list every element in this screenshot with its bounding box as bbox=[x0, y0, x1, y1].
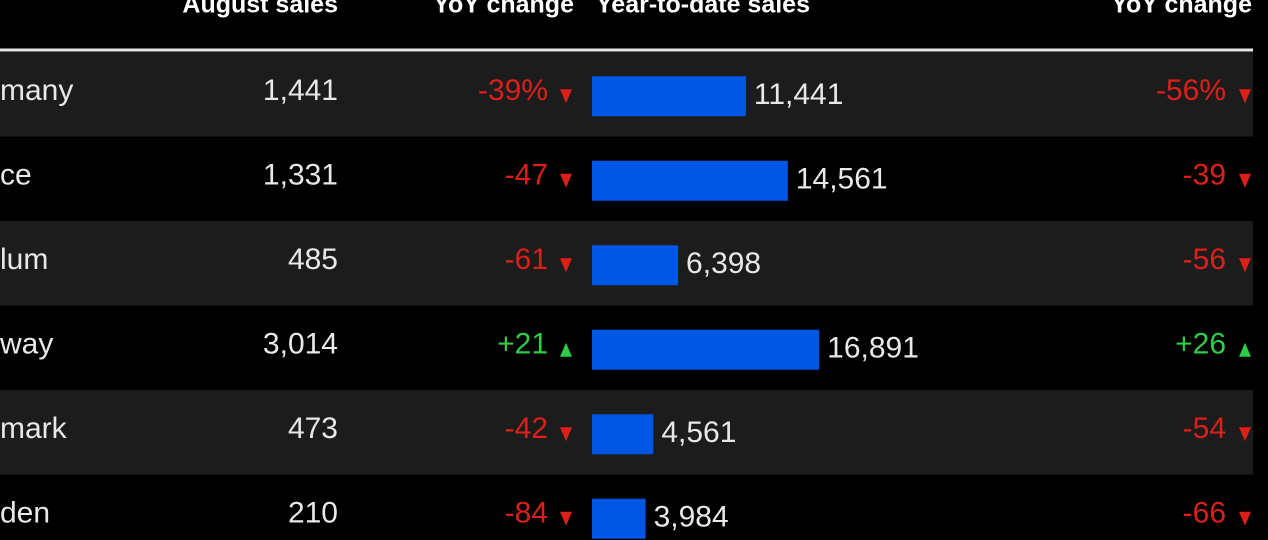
down-arrow bbox=[560, 511, 572, 526]
column-header: YoY change bbox=[433, 0, 574, 19]
yoy-change-ytd: -54 bbox=[1183, 412, 1226, 445]
august-sales: 1,441 bbox=[263, 74, 338, 107]
down-arrow bbox=[1239, 258, 1251, 273]
ytd-sales: 4,561 bbox=[661, 416, 736, 449]
column-header: August sales bbox=[182, 0, 338, 19]
ytd-bar bbox=[592, 76, 746, 117]
ytd-bar bbox=[592, 245, 679, 286]
column-header: Year-to-date sales bbox=[596, 0, 810, 19]
country: ce bbox=[0, 159, 32, 192]
august-sales: 485 bbox=[288, 243, 338, 276]
ytd-sales: 3,984 bbox=[654, 501, 729, 534]
yoy-change: -42 bbox=[505, 412, 548, 445]
country: way bbox=[0, 328, 53, 361]
up-arrow bbox=[560, 342, 572, 357]
yoy-change-ytd: -56% bbox=[1156, 74, 1226, 107]
yoy-change-ytd: -66 bbox=[1183, 497, 1226, 530]
ytd-bar bbox=[592, 498, 646, 539]
yoy-change-ytd: -39 bbox=[1183, 159, 1226, 192]
yoy-change: -84 bbox=[505, 497, 548, 530]
down-arrow bbox=[560, 427, 572, 442]
august-sales: 3,014 bbox=[263, 328, 338, 361]
ytd-bar bbox=[592, 329, 820, 370]
down-arrow bbox=[1239, 89, 1251, 104]
country: mark bbox=[0, 412, 68, 445]
down-arrow bbox=[560, 89, 572, 104]
ytd-bar bbox=[592, 160, 788, 201]
down-arrow bbox=[1239, 511, 1251, 526]
column-header: YoY change bbox=[1111, 0, 1252, 19]
country: den bbox=[0, 497, 50, 530]
down-arrow bbox=[560, 258, 572, 273]
yoy-change-ytd: -56 bbox=[1183, 243, 1226, 276]
down-arrow bbox=[1239, 427, 1251, 442]
ytd-sales: 6,398 bbox=[686, 247, 761, 280]
country: lum bbox=[0, 243, 48, 276]
ytd-sales: 14,561 bbox=[796, 163, 888, 196]
ytd-sales: 16,891 bbox=[827, 332, 919, 365]
yoy-change: -61 bbox=[505, 243, 548, 276]
ytd-bar bbox=[592, 414, 654, 455]
august-sales: 1,331 bbox=[263, 159, 338, 192]
country: many bbox=[0, 74, 73, 107]
yoy-change-ytd: +26 bbox=[1175, 328, 1226, 361]
august-sales: 473 bbox=[288, 412, 338, 445]
yoy-change: -47 bbox=[505, 159, 548, 192]
august-sales: 210 bbox=[288, 497, 338, 530]
up-arrow bbox=[1239, 342, 1251, 357]
down-arrow bbox=[1239, 173, 1251, 188]
down-arrow bbox=[560, 173, 572, 188]
yoy-change: +21 bbox=[497, 328, 548, 361]
ytd-sales: 11,441 bbox=[754, 78, 844, 111]
yoy-change: -39% bbox=[478, 74, 548, 107]
